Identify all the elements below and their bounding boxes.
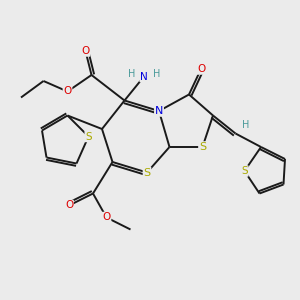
Text: H: H (242, 120, 250, 130)
Text: O: O (65, 200, 73, 211)
Text: S: S (85, 131, 92, 142)
Text: O: O (197, 64, 205, 74)
Text: O: O (63, 86, 72, 97)
Text: S: S (241, 166, 248, 176)
Text: N: N (155, 106, 163, 116)
Text: O: O (102, 212, 111, 223)
Text: S: S (143, 167, 151, 178)
Text: H: H (128, 69, 135, 79)
Text: N: N (140, 71, 148, 82)
Text: O: O (81, 46, 90, 56)
Text: S: S (199, 142, 206, 152)
Text: H: H (153, 69, 160, 79)
